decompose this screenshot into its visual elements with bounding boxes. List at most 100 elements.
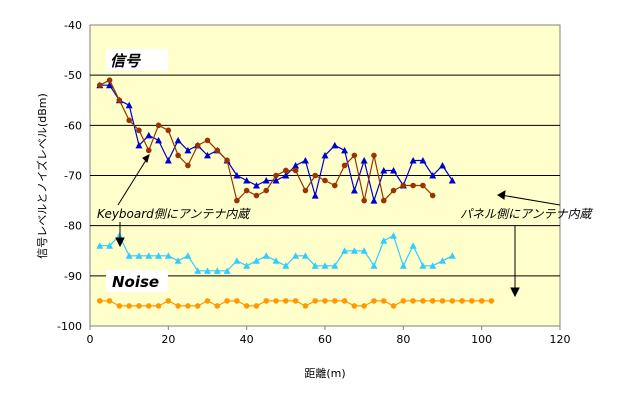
data-point <box>283 167 289 174</box>
data-point <box>262 177 270 184</box>
x-tick-label: 60 <box>318 333 332 346</box>
data-point <box>194 303 201 309</box>
data-point <box>449 298 456 304</box>
data-point <box>253 303 260 309</box>
noise-label-box <box>106 270 168 292</box>
y-tick-label: -70 <box>64 170 82 183</box>
data-point <box>194 267 202 274</box>
annotation-arrows <box>115 154 561 298</box>
y-tick-labels: -40 -50 -60 -70 -80 -90 -100 <box>57 19 82 333</box>
data-point <box>252 257 260 264</box>
data-point <box>106 298 113 304</box>
noise-label: Noise <box>112 273 159 291</box>
data-point <box>136 303 142 309</box>
x-tick-label: 0 <box>87 333 94 346</box>
data-point <box>469 298 475 304</box>
data-point <box>360 247 368 254</box>
data-point <box>165 127 172 134</box>
data-point <box>399 262 407 269</box>
data-point <box>233 172 241 179</box>
data-point <box>448 177 456 184</box>
signal-label-box <box>106 49 168 71</box>
x-tick-labels: 0 20 40 60 80 100 120 <box>87 326 571 346</box>
data-point <box>282 172 290 179</box>
data-point <box>126 117 132 124</box>
series-3 <box>96 298 495 309</box>
data-point <box>429 298 436 304</box>
data-point <box>204 267 211 274</box>
data-point <box>380 237 388 244</box>
data-point <box>380 197 387 204</box>
panel-arrow-signal-head <box>497 190 506 200</box>
data-point <box>410 182 416 189</box>
data-point <box>390 166 398 174</box>
data-point <box>155 136 163 144</box>
data-point <box>214 303 221 309</box>
data-point <box>351 152 358 159</box>
series-1 <box>96 77 436 204</box>
panel-arrow-signal <box>500 194 561 206</box>
data-point <box>252 182 260 189</box>
data-point <box>370 197 378 204</box>
data-point <box>184 252 192 259</box>
data-point <box>360 156 368 164</box>
data-point <box>341 162 348 169</box>
data-point <box>380 166 388 174</box>
data-point <box>204 298 211 304</box>
data-point <box>243 177 251 184</box>
data-point <box>380 298 387 304</box>
gridlines <box>90 74 560 277</box>
data-point <box>185 303 191 309</box>
data-point <box>116 303 123 309</box>
data-point <box>370 262 378 269</box>
keyboard-annotation: Keyboard側にアンテナ内蔵 <box>97 207 251 221</box>
data-point <box>145 303 152 309</box>
data-point <box>302 303 309 309</box>
data-point <box>135 252 143 259</box>
data-point <box>115 232 123 239</box>
keyboard-arrow-signal <box>117 156 149 206</box>
data-point <box>350 187 358 194</box>
y-tick-label: -60 <box>64 119 82 132</box>
series-2 <box>96 232 456 274</box>
x-tick-label: 80 <box>396 333 410 346</box>
data-point <box>174 257 182 264</box>
data-point <box>204 151 211 159</box>
data-point <box>390 187 397 194</box>
data-point <box>478 298 485 304</box>
data-point <box>243 187 250 194</box>
keyboard-arrow-signal-head <box>142 154 150 163</box>
series-layer <box>96 77 495 309</box>
data-point <box>321 151 329 159</box>
data-point <box>234 298 240 304</box>
data-point <box>243 262 251 269</box>
data-point <box>371 152 377 159</box>
data-point <box>341 247 349 254</box>
y-tick-label: -100 <box>57 320 82 333</box>
data-point <box>106 77 113 83</box>
data-point <box>311 262 319 269</box>
y-tick-label: -90 <box>64 270 82 283</box>
data-point <box>312 172 319 179</box>
data-point <box>400 298 407 304</box>
data-point <box>301 252 309 259</box>
data-point <box>125 101 133 109</box>
data-point <box>224 298 230 304</box>
y-tick-label: -50 <box>64 69 82 82</box>
signal-label: 信号 <box>110 52 142 70</box>
data-point <box>184 146 192 154</box>
data-point <box>331 262 339 269</box>
data-point <box>253 192 260 199</box>
data-point <box>164 156 172 164</box>
data-point <box>448 252 456 259</box>
data-point <box>155 122 162 129</box>
data-point <box>292 252 300 259</box>
data-point <box>273 172 279 179</box>
data-point <box>419 262 427 269</box>
x-tick-label: 40 <box>240 333 254 346</box>
data-point <box>331 298 338 304</box>
x-tick-label: 20 <box>161 333 175 346</box>
data-point <box>439 161 446 169</box>
data-point <box>459 298 465 304</box>
